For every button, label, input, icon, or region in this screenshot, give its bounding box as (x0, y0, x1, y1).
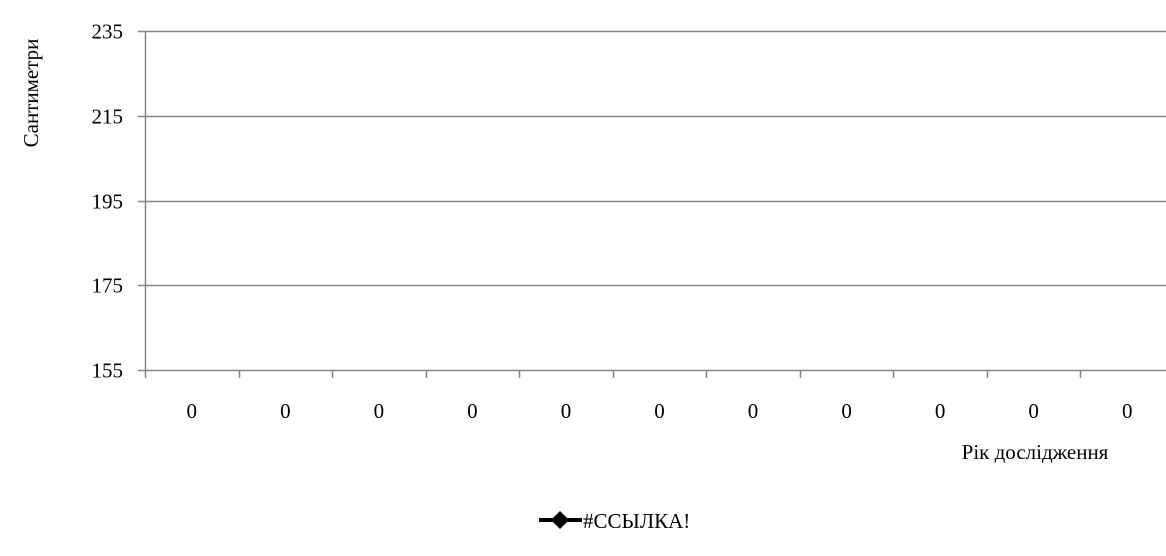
x-tick-label: 0 (561, 399, 572, 423)
y-tick-labels: 155 175 195 215 235 (92, 20, 124, 383)
legend-line-diamond-icon (539, 511, 582, 529)
x-tick-label: 0 (841, 399, 852, 423)
axes (144, 31, 1166, 378)
gridlines (138, 30, 1166, 372)
y-tick-label: 175 (92, 274, 124, 298)
y-axis-title: Сантиметри (19, 39, 43, 148)
x-tick-label: 0 (748, 399, 759, 423)
y-tick-label: 215 (92, 105, 124, 129)
y-tick-label: 195 (92, 190, 124, 214)
legend-label: #ССЫЛКА! (583, 509, 690, 533)
x-tick-label: 0 (1028, 399, 1039, 423)
x-tick-label: 0 (935, 399, 946, 423)
legend: #ССЫЛКА! (539, 509, 690, 533)
x-tick-label: 0 (654, 399, 665, 423)
x-tick-label: 0 (467, 399, 478, 423)
x-tick-label: 0 (187, 399, 198, 423)
y-tick-label: 235 (92, 20, 124, 44)
x-tick-label: 0 (374, 399, 385, 423)
x-tick-label: 0 (1122, 399, 1133, 423)
y-tick-label: 155 (92, 359, 124, 383)
x-tick-label: 0 (280, 399, 291, 423)
x-tick-labels: 0 0 0 0 0 0 0 0 0 0 0 (187, 399, 1133, 423)
x-axis-title: Рік дослідження (962, 440, 1109, 464)
